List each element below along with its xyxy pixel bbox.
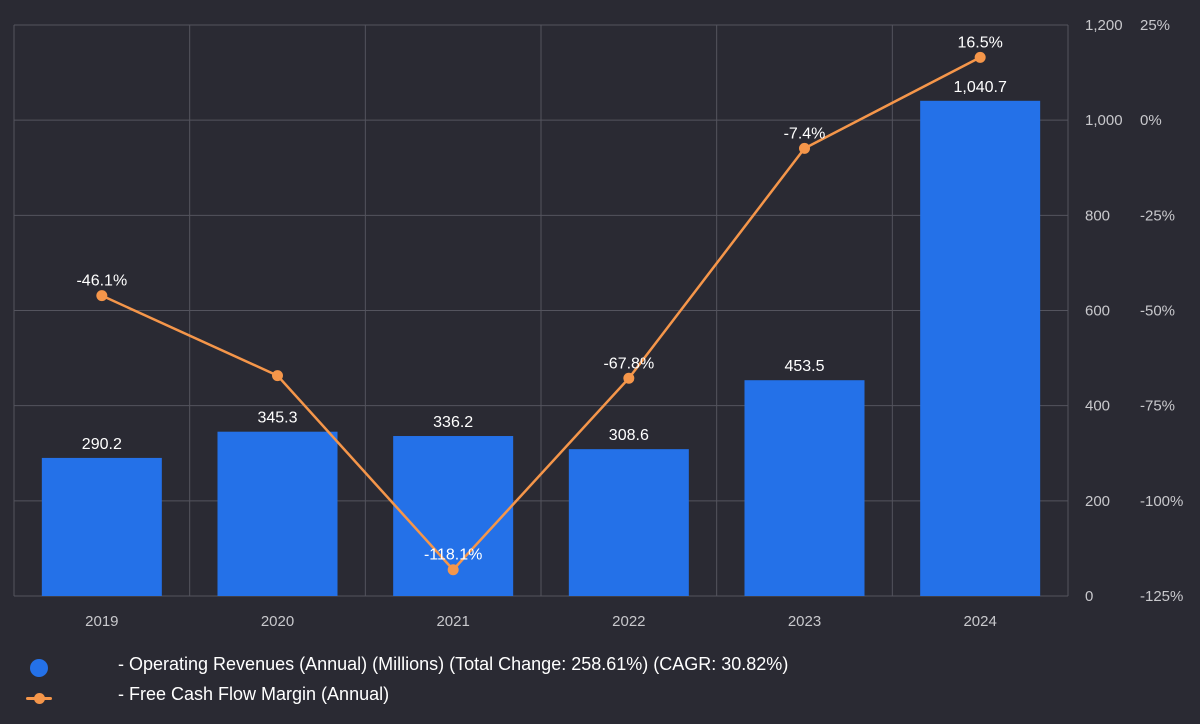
fcf-point-2020 <box>272 370 283 382</box>
legend-label-fcf-margin: - Free Cash Flow Margin (Annual) <box>118 684 390 704</box>
x-tick-2023: 2023 <box>788 613 821 630</box>
bar-2020 <box>217 431 338 596</box>
fcf-margin-line <box>101 56 981 571</box>
grid-lines <box>13 24 1069 597</box>
x-tick-2019: 2019 <box>85 613 118 630</box>
right-tick-6: 25% <box>1140 17 1170 34</box>
fcf-point-2023 <box>799 142 810 154</box>
fcf-label-2024: 16.5% <box>957 34 1002 51</box>
x-axis-tick-labels: 2019 2020 2021 2022 2023 2024 <box>85 613 997 630</box>
line-value-labels: -46.1% -118.1% -67.8% -7.4% 16.5% <box>76 34 1002 563</box>
left-tick-2: 400 <box>1085 398 1110 415</box>
line-series-fcf-margin <box>96 51 986 576</box>
legend-line-marker-icon <box>26 688 52 708</box>
bar-label-2023: 453.5 <box>784 358 824 375</box>
bar-2022 <box>568 449 689 596</box>
fcf-label-2023: -7.4% <box>784 125 826 142</box>
fcf-point-2022 <box>623 372 635 384</box>
bar-label-2019: 290.2 <box>82 436 122 453</box>
fcf-point-2021 <box>447 564 459 576</box>
bar-label-2020: 345.3 <box>257 410 297 427</box>
fcf-label-2022: -67.8% <box>603 355 654 372</box>
x-tick-2022: 2022 <box>612 613 645 630</box>
right-tick-1: -100% <box>1140 493 1183 510</box>
left-tick-1: 200 <box>1085 493 1110 510</box>
right-tick-0: -125% <box>1140 588 1183 605</box>
legend-label-operating-revenues: - Operating Revenues (Annual) (Millions)… <box>118 654 789 674</box>
right-axis-tick-labels: -125% -100% -75% -50% -25% 0% 25% <box>1140 17 1183 605</box>
right-tick-3: -50% <box>1140 303 1175 320</box>
bar-label-2024: 1,040.7 <box>953 79 1006 96</box>
fcf-label-2019: -46.1% <box>76 273 127 290</box>
left-tick-0: 0 <box>1085 588 1093 605</box>
left-tick-5: 1,000 <box>1085 112 1123 129</box>
bar-2024 <box>920 100 1041 597</box>
x-tick-2020: 2020 <box>261 613 294 630</box>
left-tick-4: 800 <box>1085 207 1110 224</box>
right-tick-2: -75% <box>1140 398 1175 415</box>
right-tick-5: 0% <box>1140 112 1162 129</box>
left-tick-3: 600 <box>1085 303 1110 320</box>
fcf-label-2021: -118.1% <box>424 547 482 564</box>
bar-label-2021: 336.2 <box>433 414 473 431</box>
bar-value-labels: 290.2 345.3 336.2 308.6 453.5 1,040.7 <box>82 79 1007 453</box>
bar-label-2022: 308.6 <box>609 427 649 444</box>
legend-item-operating-revenues[interactable]: - Operating Revenues (Annual) (Millions)… <box>0 650 1200 680</box>
fcf-point-2019 <box>96 290 108 302</box>
bar-2023 <box>744 380 865 596</box>
bar-2019 <box>41 457 162 596</box>
right-tick-4: -25% <box>1140 207 1175 224</box>
left-tick-6: 1,200 <box>1085 17 1123 34</box>
x-tick-2021: 2021 <box>436 613 469 630</box>
legend-circle-marker-icon <box>30 659 48 677</box>
legend-item-fcf-margin[interactable]: - Free Cash Flow Margin (Annual) <box>0 680 1200 710</box>
fcf-point-2024 <box>974 51 986 63</box>
left-axis-tick-labels: 0 200 400 600 800 1,000 1,200 <box>1085 17 1123 605</box>
x-tick-2024: 2024 <box>963 613 996 630</box>
